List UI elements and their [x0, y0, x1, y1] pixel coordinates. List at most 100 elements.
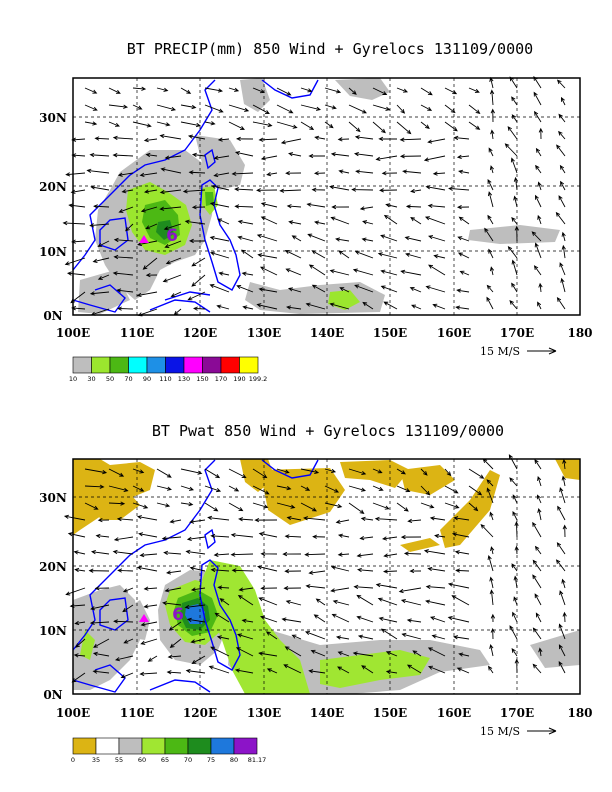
wind-vector-arrow	[509, 625, 518, 640]
wind-vector-arrow	[489, 589, 494, 606]
wind-vector-arrow	[447, 582, 470, 589]
wind-vector-arrow	[256, 188, 278, 193]
wind-vector-arrow	[305, 584, 326, 589]
wind-vector-arrow	[288, 152, 302, 157]
wind-vector-arrow	[428, 665, 446, 674]
wind-vector-arrow	[68, 203, 86, 208]
colorbar-label: 110	[159, 375, 171, 383]
wind-vector-arrow	[396, 104, 406, 114]
wind-vector-arrow	[276, 468, 290, 474]
wind-vector-arrow	[230, 552, 254, 557]
wind-vector-arrow	[400, 599, 422, 606]
wind-vector-arrow	[332, 599, 350, 606]
wind-vector-arrow	[379, 188, 398, 193]
wind-vector-arrow	[558, 130, 566, 140]
colorbar-swatch	[72, 356, 92, 374]
wind-vector-arrow	[84, 502, 99, 510]
wind-vector-arrow	[191, 152, 206, 158]
wind-vector-arrow	[430, 616, 446, 623]
wind-vector-arrow	[191, 655, 206, 664]
wind-vector-arrow	[217, 585, 230, 590]
wind-vector-arrow	[204, 104, 224, 113]
wind-vector-arrow	[156, 104, 177, 112]
wind-vector-arrow	[399, 154, 422, 159]
wind-vector-arrow	[487, 554, 494, 572]
wind-vector-arrow	[97, 240, 110, 247]
colorbar-swatch	[95, 737, 120, 755]
wind-vector-arrow	[380, 285, 398, 293]
wind-vector-arrow	[156, 502, 171, 508]
wind-vector-arrow	[260, 551, 278, 556]
colorbar-label: 75	[207, 756, 215, 764]
wind-vector-arrow	[92, 257, 110, 263]
wind-vector-arrow	[143, 586, 158, 591]
wind-vector-arrow	[180, 104, 197, 110]
wind-vector-arrow	[534, 459, 542, 470]
wind-vector-arrow	[339, 287, 350, 293]
wind-vector-arrow	[507, 126, 518, 140]
wind-vector-arrow	[351, 187, 374, 192]
wind-vector-arrow	[375, 155, 398, 162]
wind-vector-arrow	[468, 87, 480, 93]
wind-vector-arrow	[452, 635, 470, 640]
wind-vector-arrow	[165, 257, 182, 265]
wind-vector-arrow	[314, 135, 326, 140]
wind-vector-arrow	[420, 502, 435, 509]
wind-vector-arrow	[156, 87, 169, 92]
wind-vector-arrow	[214, 612, 230, 623]
wind-vector-arrow	[432, 171, 446, 176]
wind-vector-arrow	[307, 233, 326, 242]
wind-vector-arrow	[533, 91, 542, 106]
wind-vector-arrow	[260, 615, 278, 623]
storm-symbol-icon: 6	[166, 226, 178, 246]
wind-vector-arrow	[360, 516, 374, 522]
wind-vector-arrow	[487, 214, 494, 225]
wind-vector-arrow	[159, 189, 182, 195]
wind-vector-arrow	[162, 601, 182, 606]
wind-vector-arrow	[410, 216, 422, 225]
wind-vector-arrow	[159, 134, 182, 140]
wind-vector-arrow	[560, 180, 566, 191]
wind-vector-arrow	[511, 114, 518, 123]
wind-vector-arrow	[561, 244, 566, 259]
wind-vector-arrow	[305, 302, 326, 310]
wind-vector-arrow	[84, 87, 98, 94]
wind-vector-arrow	[487, 191, 494, 208]
wind-vector-arrow	[382, 536, 398, 541]
wind-vector-arrow	[313, 171, 326, 176]
wind-vector-arrow	[512, 510, 518, 521]
wind-vector-arrow	[455, 305, 470, 310]
wind-vector-arrow	[163, 550, 182, 556]
wind-vector-arrow	[132, 502, 149, 509]
wind-vector-arrow	[140, 206, 158, 213]
wind-vector-arrow	[486, 479, 494, 487]
wind-vector-arrow	[378, 616, 398, 623]
wind-vector-arrow	[117, 306, 134, 311]
wind-vector-arrow	[444, 502, 460, 509]
wind-vector-arrow	[538, 647, 543, 657]
wind-vector-arrow	[535, 147, 542, 157]
wind-vector-arrow	[276, 121, 298, 129]
wind-vector-arrow	[453, 516, 470, 521]
wind-vector-arrow	[534, 545, 542, 555]
reference-vector: 15 M/S	[480, 345, 557, 358]
wind-vector-arrow	[311, 250, 326, 259]
wind-vector-arrow	[211, 184, 230, 191]
wind-vector-arrow	[444, 485, 459, 494]
wind-vector-arrow	[420, 468, 428, 476]
wind-vector-arrow	[354, 250, 374, 259]
wind-vector-arrow	[193, 306, 206, 311]
wind-vector-arrow	[283, 586, 302, 591]
wind-vector-arrow	[354, 135, 374, 140]
wind-vector-arrow	[433, 254, 446, 259]
wind-vector-arrow	[536, 494, 542, 504]
wind-vector-arrow	[108, 501, 126, 506]
wind-vector-arrow	[73, 653, 86, 658]
reference-vector-label: 15 M/S	[480, 345, 520, 358]
wind-vector-arrow	[162, 274, 182, 283]
wind-vector-arrow	[490, 129, 495, 140]
wind-vector-arrow	[113, 619, 134, 624]
wind-vector-arrow	[396, 468, 406, 475]
wind-vector-arrow	[187, 134, 206, 140]
colorbar-swatch	[128, 356, 148, 374]
